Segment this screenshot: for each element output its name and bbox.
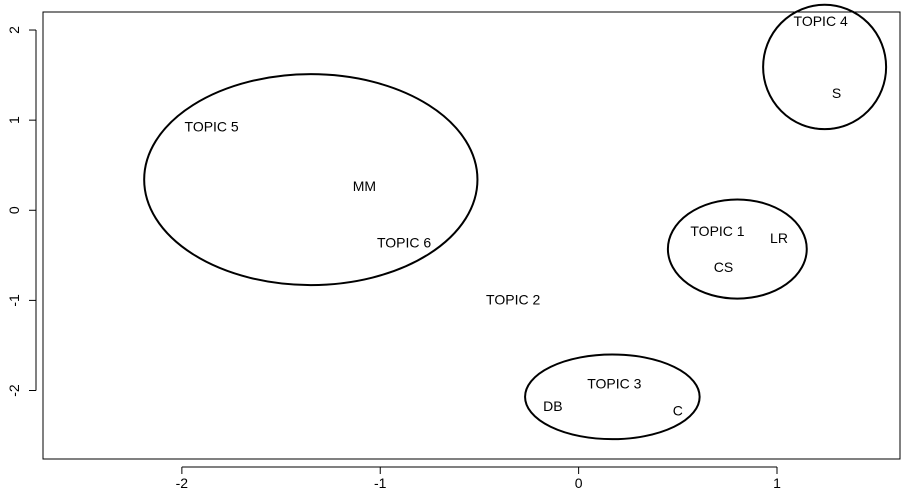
y-tick-label: 2 xyxy=(6,26,22,34)
plot-frame xyxy=(42,11,901,460)
point-label-c: C xyxy=(673,402,683,418)
cluster-ellipse-3 xyxy=(666,198,808,300)
cluster-ellipse-4 xyxy=(524,353,701,441)
cluster-ellipse-2 xyxy=(143,73,479,287)
x-axis: -2 -1 0 1 xyxy=(176,466,781,489)
point-label-mm: MM xyxy=(353,178,376,194)
y-tick-label: 0 xyxy=(6,206,22,214)
x-tick-label: 0 xyxy=(575,475,583,489)
point-labels: TOPIC 4 S TOPIC 5 MM TOPIC 6 TOPIC 1 LR CS TOPIC… xyxy=(185,13,848,418)
x-tick-label: 1 xyxy=(773,475,781,489)
point-label-cs: CS xyxy=(714,259,733,275)
cluster-ellipse-1 xyxy=(762,3,888,131)
x-tick-label: -1 xyxy=(374,475,387,489)
point-label-topic-3: TOPIC 3 xyxy=(587,375,641,391)
point-label-topic-2: TOPIC 2 xyxy=(486,291,540,307)
point-label-db: DB xyxy=(543,398,562,414)
point-label-topic-6: TOPIC 6 xyxy=(377,235,431,251)
cluster-ellipses xyxy=(143,3,888,441)
point-label-topic-1: TOPIC 1 xyxy=(690,223,744,239)
y-tick-label: 1 xyxy=(6,116,22,124)
y-axis: -2 -1 0 1 2 xyxy=(6,26,37,397)
y-tick-label: -1 xyxy=(6,294,22,307)
x-tick-label: -2 xyxy=(176,475,189,489)
y-tick-label: -2 xyxy=(6,384,22,397)
point-label-topic-4: TOPIC 4 xyxy=(794,13,848,29)
point-label-lr: LR xyxy=(770,230,788,246)
point-label-topic-5: TOPIC 5 xyxy=(185,118,239,134)
point-label-s: S xyxy=(832,85,841,101)
